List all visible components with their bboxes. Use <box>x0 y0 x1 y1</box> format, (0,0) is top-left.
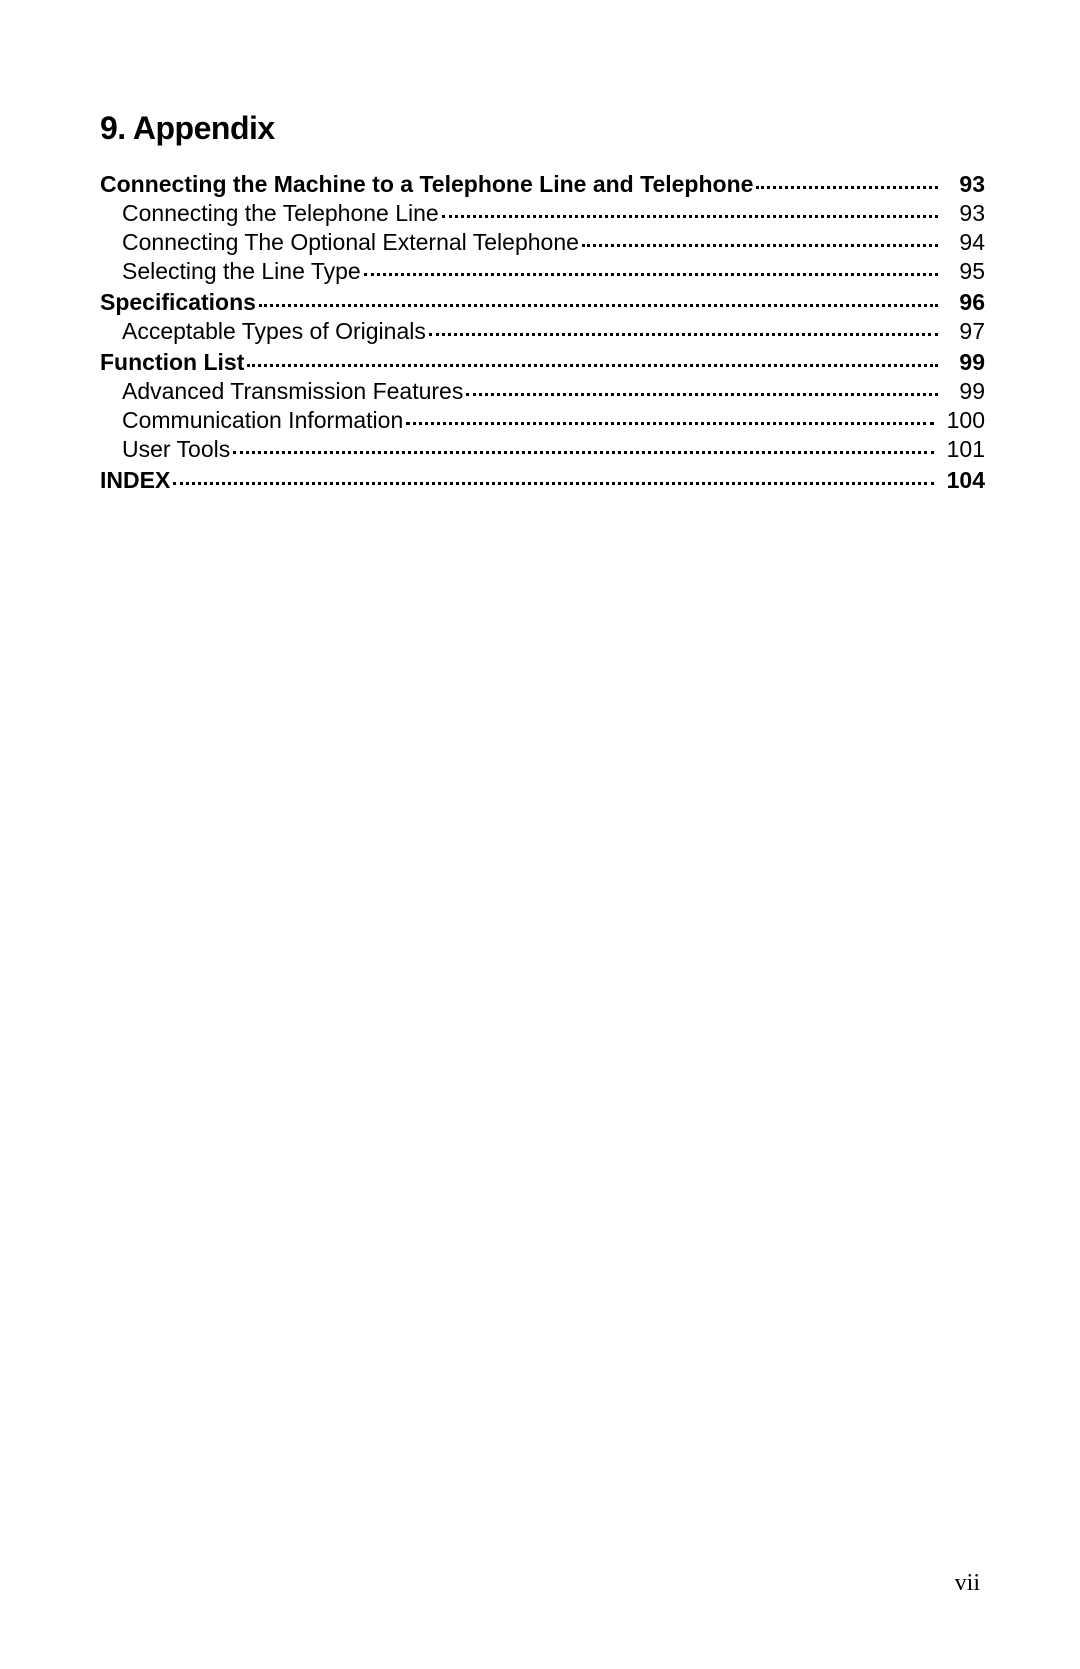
toc-page-number: 100 <box>939 407 985 434</box>
toc-title: Acceptable Types of Originals <box>122 318 426 345</box>
toc-title: Connecting the Telephone Line <box>122 200 439 227</box>
toc-leader-dots <box>364 273 938 276</box>
toc-entry: Connecting the Telephone Line 93 <box>100 200 985 227</box>
section-heading: 9. Appendix <box>100 110 985 147</box>
toc-page-number: 94 <box>943 229 985 256</box>
toc-entry: Advanced Transmission Features 99 <box>100 378 985 405</box>
toc-title: Specifications <box>100 289 256 316</box>
toc-page-number: 101 <box>939 436 985 463</box>
toc-page-number: 104 <box>939 467 985 494</box>
toc-leader-dots <box>442 215 938 218</box>
toc-leader-dots <box>466 393 938 396</box>
toc-leader-dots <box>429 333 938 336</box>
toc-title: Advanced Transmission Features <box>122 378 463 405</box>
toc-leader-dots <box>582 244 938 247</box>
toc-title: Connecting The Optional External Telepho… <box>122 229 579 256</box>
toc-entry: Specifications 96 <box>100 289 985 316</box>
toc-title: Function List <box>100 349 244 376</box>
toc-title: User Tools <box>122 436 230 463</box>
toc-title: Selecting the Line Type <box>122 258 361 285</box>
toc-entry: Communication Information 100 <box>100 407 985 434</box>
toc-entry: Function List 99 <box>100 349 985 376</box>
toc-page-number: 99 <box>943 349 985 376</box>
toc-entry: INDEX 104 <box>100 467 985 494</box>
toc-page-number: 93 <box>943 200 985 227</box>
toc-leader-dots <box>247 364 938 367</box>
toc-entry: Selecting the Line Type 95 <box>100 258 985 285</box>
toc-entry: User Tools 101 <box>100 436 985 463</box>
toc-page-number: 95 <box>943 258 985 285</box>
toc-page-number: 97 <box>943 318 985 345</box>
toc-entry: Connecting the Machine to a Telephone Li… <box>100 171 985 198</box>
toc-page-number: 99 <box>943 378 985 405</box>
page-container: 9. Appendix Connecting the Machine to a … <box>0 0 1080 494</box>
toc-entry: Acceptable Types of Originals 97 <box>100 318 985 345</box>
toc-page-number: 93 <box>943 171 985 198</box>
toc-leader-dots <box>756 186 938 189</box>
toc-leader-dots <box>233 451 933 454</box>
toc-leader-dots <box>259 304 938 307</box>
toc-title: INDEX <box>100 467 170 494</box>
toc-page-number: 96 <box>943 289 985 316</box>
page-number: vii <box>955 1570 980 1597</box>
table-of-contents: Connecting the Machine to a Telephone Li… <box>100 171 985 494</box>
toc-leader-dots <box>173 482 933 485</box>
toc-title: Communication Information <box>122 407 403 434</box>
toc-leader-dots <box>406 422 933 425</box>
toc-title: Connecting the Machine to a Telephone Li… <box>100 171 753 198</box>
toc-entry: Connecting The Optional External Telepho… <box>100 229 985 256</box>
